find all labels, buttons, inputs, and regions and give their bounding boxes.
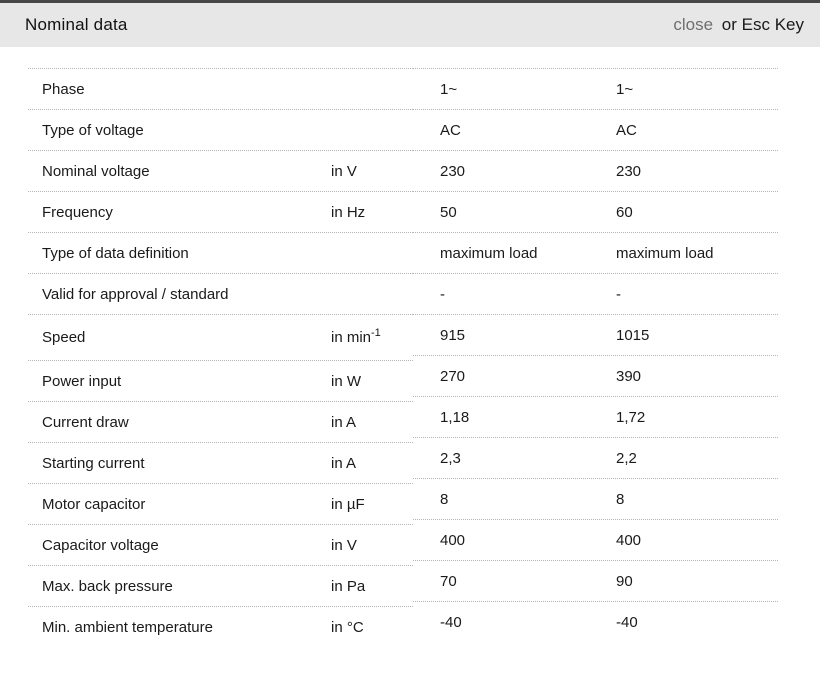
parameter-label: Current draw <box>42 413 129 431</box>
value-cell: 230 <box>440 162 466 180</box>
unit-label: in A <box>331 413 357 431</box>
unit-label: in °C <box>331 618 364 636</box>
table-row-label: Valid for approval / standard <box>28 273 413 314</box>
esc-key-hint: or Esc Key <box>721 15 804 34</box>
value-cell: 1~ <box>616 80 634 98</box>
table-row-values: -- <box>413 273 778 314</box>
unit-label: in V <box>331 536 357 554</box>
parameter-label: Valid for approval / standard <box>42 285 229 303</box>
value-cell: 1015 <box>616 326 650 344</box>
parameter-label: Speed <box>42 329 86 346</box>
values-columns: 1~ 1~ AC AC 230 230 50 60 maximum load maximum lo… <box>413 68 778 642</box>
value-cell: - <box>616 285 621 303</box>
value-cell: maximum load <box>440 244 538 262</box>
table-row-values: 50 60 <box>413 191 778 232</box>
close-button[interactable]: close <box>673 15 714 34</box>
table-row-label: Type of data definition <box>28 232 413 273</box>
table-row-values: AC AC <box>413 109 778 150</box>
value-cell: - <box>440 285 445 303</box>
value-cell: 60 <box>616 203 633 221</box>
value-cell: maximum load <box>616 244 714 262</box>
table-row-values: 1~ 1~ <box>413 68 778 109</box>
table-row-label: Type of voltage <box>28 109 413 150</box>
table-row-label: Phase <box>28 68 413 109</box>
value-cell: 50 <box>440 203 457 221</box>
value-cell: 400 <box>616 531 642 549</box>
table-row-values: 1,18 1,72 <box>413 396 778 437</box>
parameter-label: Nominal voltage <box>42 162 150 180</box>
table-row-values: 2,3 2,2 <box>413 437 778 478</box>
unit-label: in µF <box>331 495 365 513</box>
dialog-header: Nominal data close or Esc Key <box>0 3 820 47</box>
table-row-values: maximum load maximum load <box>413 232 778 273</box>
parameter-label: Frequency <box>42 203 113 221</box>
table-row-values: 400 400 <box>413 519 778 560</box>
nominal-data-table: Phase Type of voltage Nominal voltage in V F… <box>28 68 778 647</box>
value-cell: AC <box>616 121 637 139</box>
value-cell: 400 <box>440 531 466 549</box>
table-row-label: Min. ambient temperature in °C <box>28 606 413 647</box>
parameter-label: Motor capacitor <box>42 495 146 513</box>
table-row-label: Nominal voltage in V <box>28 150 413 191</box>
parameter-label: Phase <box>42 80 85 98</box>
value-cell: 390 <box>616 367 642 385</box>
unit-label: in Hz <box>331 203 366 221</box>
dialog-title: Nominal data <box>25 15 128 34</box>
top-accent-bar <box>0 0 820 3</box>
labels-column: Phase Type of voltage Nominal voltage in V F… <box>28 68 413 647</box>
value-cell: AC <box>440 121 461 139</box>
value-cell: 1,18 <box>440 408 470 426</box>
value-cell: 90 <box>616 572 633 590</box>
table-row-values: 270 390 <box>413 355 778 396</box>
table-row-label: Motor capacitor in µF <box>28 483 413 524</box>
table-row-label: Power input in W <box>28 360 413 401</box>
value-cell: 270 <box>440 367 466 385</box>
close-controls: close or Esc Key <box>673 15 804 35</box>
parameter-label: Power input <box>42 372 122 390</box>
value-cell: 8 <box>440 490 449 508</box>
value-cell: 230 <box>616 162 642 180</box>
parameter-label: Type of data definition <box>42 244 189 262</box>
value-cell: 2,2 <box>616 449 637 467</box>
table-row-values: 70 90 <box>413 560 778 601</box>
unit-label: in min-1 <box>331 327 381 347</box>
table-row-label: Frequency in Hz <box>28 191 413 232</box>
table-row-label: Starting current in A <box>28 442 413 483</box>
unit-label: in V <box>331 162 357 180</box>
table-row-values: 230 230 <box>413 150 778 191</box>
parameter-label: Type of voltage <box>42 121 144 139</box>
value-cell: 70 <box>440 572 457 590</box>
table-row-values: -40 -40 <box>413 601 778 642</box>
value-cell: -40 <box>440 613 462 631</box>
value-cell: 2,3 <box>440 449 461 467</box>
value-cell: 915 <box>440 326 466 344</box>
parameter-label: Capacitor voltage <box>42 536 159 554</box>
parameter-label: Max. back pressure <box>42 577 173 595</box>
table-row-label: Capacitor voltage in V <box>28 524 413 565</box>
unit-label: in A <box>331 454 357 472</box>
table-row-label: Current draw in A <box>28 401 413 442</box>
table-row-label: Max. back pressure in Pa <box>28 565 413 606</box>
parameter-label: Starting current <box>42 454 145 472</box>
value-cell: 8 <box>616 490 625 508</box>
table-row-label: Speed in min-1 <box>28 314 413 360</box>
table-row-values: 915 1015 <box>413 314 778 355</box>
unit-label: in Pa <box>331 577 366 595</box>
value-cell: -40 <box>616 613 638 631</box>
value-cell: 1~ <box>440 80 458 98</box>
value-cell: 1,72 <box>616 408 646 426</box>
unit-label: in W <box>331 372 361 390</box>
parameter-label: Min. ambient temperature <box>42 618 213 636</box>
